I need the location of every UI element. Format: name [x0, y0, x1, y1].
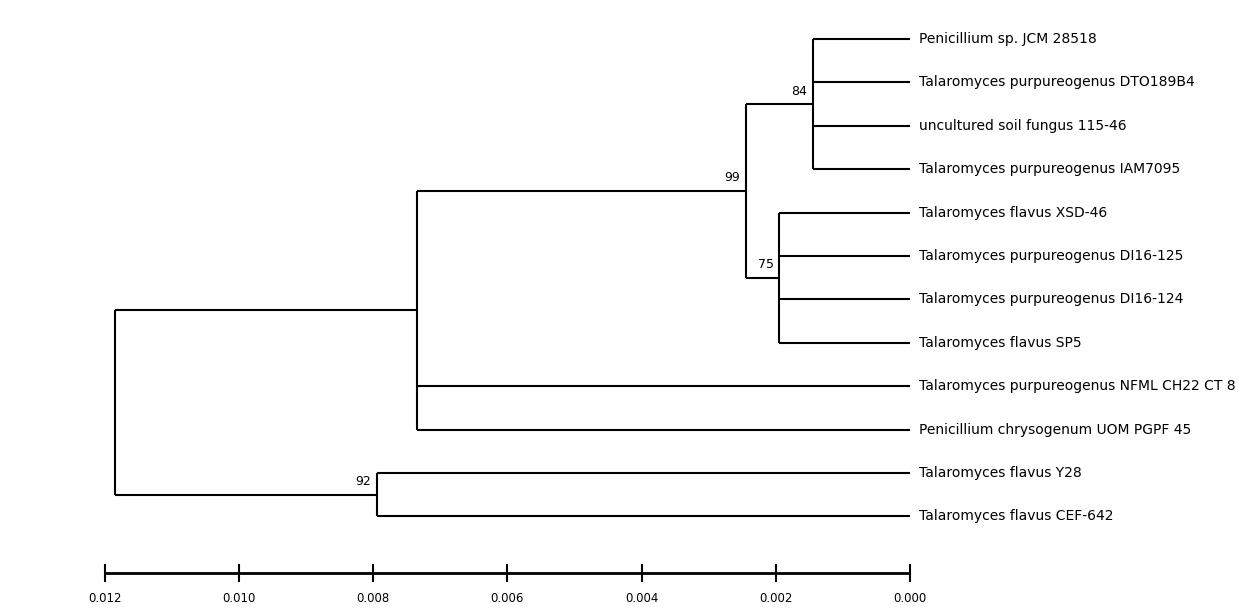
Text: 75: 75	[758, 258, 774, 271]
Text: uncultured soil fungus 115-46: uncultured soil fungus 115-46	[919, 119, 1126, 133]
Text: 99: 99	[725, 171, 740, 184]
Text: Talaromyces flavus CEF-642: Talaromyces flavus CEF-642	[919, 509, 1114, 523]
Text: Talaromyces purpureogenus IAM7095: Talaromyces purpureogenus IAM7095	[919, 162, 1180, 176]
Text: Talaromyces purpureogenus DTO189B4: Talaromyces purpureogenus DTO189B4	[919, 75, 1194, 89]
Text: Penicillium chrysogenum UOM PGPF 45: Penicillium chrysogenum UOM PGPF 45	[919, 423, 1191, 437]
Text: 0.000: 0.000	[893, 592, 927, 605]
Text: 0.012: 0.012	[88, 592, 121, 605]
Text: Talaromyces purpureogenus NFML CH22 CT 8: Talaromyces purpureogenus NFML CH22 CT 8	[919, 379, 1235, 393]
Text: 0.002: 0.002	[760, 592, 793, 605]
Text: Talaromyces flavus SP5: Talaromyces flavus SP5	[919, 336, 1082, 350]
Text: 0.010: 0.010	[222, 592, 255, 605]
Text: Talaromyces flavus XSD-46: Talaromyces flavus XSD-46	[919, 206, 1106, 220]
Text: 0.006: 0.006	[491, 592, 524, 605]
Text: Talaromyces flavus Y28: Talaromyces flavus Y28	[919, 466, 1082, 480]
Text: Talaromyces purpureogenus DI16-124: Talaromyces purpureogenus DI16-124	[919, 292, 1183, 306]
Text: 84: 84	[792, 85, 808, 98]
Text: 0.004: 0.004	[624, 592, 658, 605]
Text: Talaromyces purpureogenus DI16-125: Talaromyces purpureogenus DI16-125	[919, 249, 1183, 263]
Text: Penicillium sp. JCM 28518: Penicillium sp. JCM 28518	[919, 32, 1097, 46]
Text: 0.008: 0.008	[357, 592, 390, 605]
Text: 92: 92	[356, 475, 372, 488]
